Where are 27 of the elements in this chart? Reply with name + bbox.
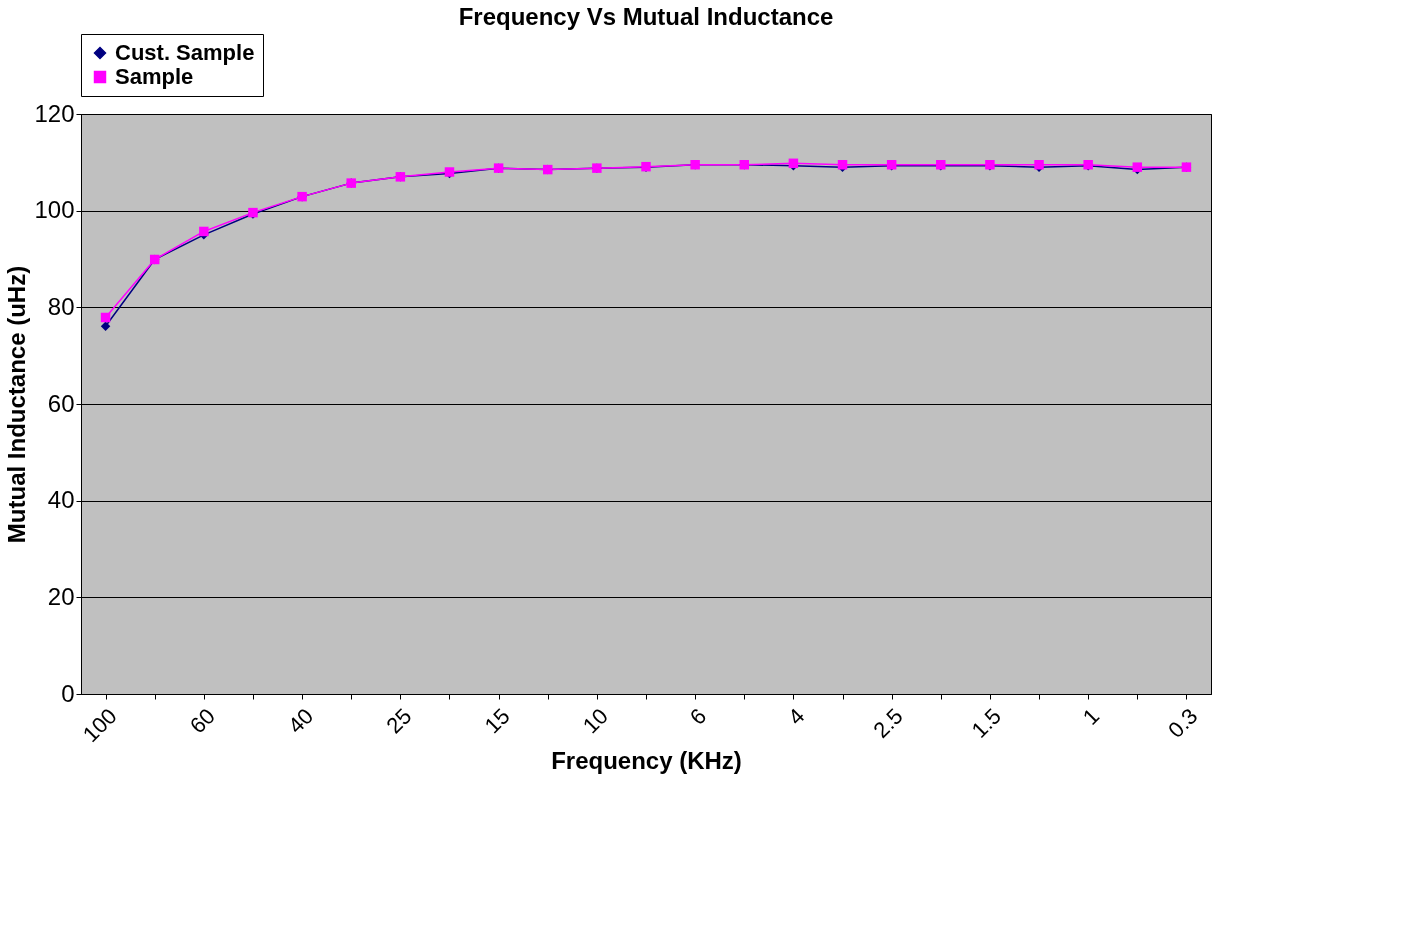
x-tick-label: 4 xyxy=(783,703,810,730)
y-tick-label: 120 xyxy=(34,99,75,127)
y-tick-label: 80 xyxy=(47,292,75,320)
point xyxy=(199,226,209,237)
x-tick-label: 100 xyxy=(77,703,122,748)
x-tick-label: 25 xyxy=(381,703,417,739)
x-tick-label: 0.3 xyxy=(1163,703,1203,743)
point xyxy=(100,321,111,331)
x-tick-label: 60 xyxy=(184,703,220,739)
point xyxy=(100,312,111,323)
x-tick-label: 1 xyxy=(1077,703,1105,730)
y-tick-label: 60 xyxy=(47,389,75,417)
x-tick-label: 10 xyxy=(577,703,613,739)
y-tick-label: 20 xyxy=(47,582,75,610)
x-tick-label: 6 xyxy=(684,703,712,730)
legend-label: Sample xyxy=(115,64,194,89)
chart-title: Frequency Vs Mutual Inductance xyxy=(458,2,834,30)
x-tick-label: 2.5 xyxy=(868,703,908,743)
x-tick-label: 15 xyxy=(479,703,515,739)
y-tick-label: 40 xyxy=(47,486,75,514)
x-axis-title: Frequency (KHz) xyxy=(551,747,742,775)
x-tick-label: 1.5 xyxy=(966,703,1006,743)
x-tick-label: 40 xyxy=(283,703,319,739)
y-axis-title: Mutual Inductance (uHz) xyxy=(3,265,31,544)
y-tick-label: 0 xyxy=(61,679,75,707)
legend-label: Cust. Sample xyxy=(115,40,255,65)
y-tick-label: 100 xyxy=(34,196,75,224)
